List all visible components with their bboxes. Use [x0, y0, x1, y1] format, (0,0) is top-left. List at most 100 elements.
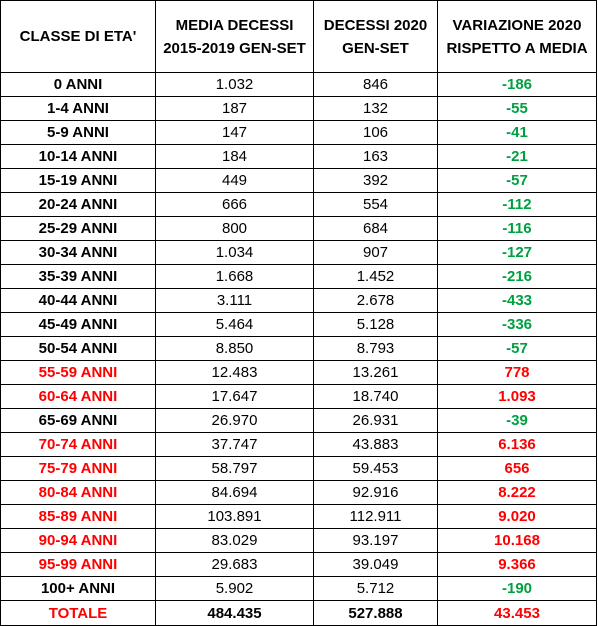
table-row: 75-79 ANNI 58.797 59.453 656 [0, 456, 597, 481]
age-class-cell: 0 ANNI [0, 72, 156, 97]
average-deaths-cell: 58.797 [155, 456, 314, 481]
table-row: 1-4 ANNI 187 132 -55 [0, 96, 597, 121]
deaths-2020-cell: 846 [313, 72, 438, 97]
variation-cell: -39 [437, 408, 597, 433]
age-class-cell: 85-89 ANNI [0, 504, 156, 529]
deaths-2020-cell: 5.128 [313, 312, 438, 337]
average-deaths-cell: 1.032 [155, 72, 314, 97]
deaths-2020-cell: 2.678 [313, 288, 438, 313]
average-deaths-cell: 26.970 [155, 408, 314, 433]
average-deaths-cell: 666 [155, 192, 314, 217]
age-class-cell: 55-59 ANNI [0, 360, 156, 385]
average-deaths-cell: 147 [155, 120, 314, 145]
table-row: 50-54 ANNI 8.850 8.793 -57 [0, 336, 597, 361]
variation-cell: -116 [437, 216, 597, 241]
variation-cell: 9.020 [437, 504, 597, 529]
total-row: TOTALE 484.435 527.888 43.453 [0, 600, 597, 626]
average-deaths-cell: 184 [155, 144, 314, 169]
deaths-2020-cell: 112.911 [313, 504, 438, 529]
variation-cell: -336 [437, 312, 597, 337]
average-deaths-cell: 8.850 [155, 336, 314, 361]
variation-cell: 10.168 [437, 528, 597, 553]
total-average: 484.435 [155, 600, 314, 626]
average-deaths-cell: 449 [155, 168, 314, 193]
variation-cell: 656 [437, 456, 597, 481]
variation-cell: -57 [437, 336, 597, 361]
variation-cell: 778 [437, 360, 597, 385]
variation-cell: -41 [437, 120, 597, 145]
deaths-2020-cell: 13.261 [313, 360, 438, 385]
table-row: 40-44 ANNI 3.111 2.678 -433 [0, 288, 597, 313]
variation-cell: -127 [437, 240, 597, 265]
header-average-deaths: MEDIA DECESSI 2015-2019 GEN-SET [155, 0, 314, 73]
deaths-2020-cell: 93.197 [313, 528, 438, 553]
header-row: CLASSE DI ETA' MEDIA DECESSI 2015-2019 G… [0, 0, 597, 73]
deaths-2020-cell: 59.453 [313, 456, 438, 481]
average-deaths-cell: 1.668 [155, 264, 314, 289]
header-age-class: CLASSE DI ETA' [0, 0, 156, 73]
deaths-2020-cell: 5.712 [313, 576, 438, 601]
table-row: 70-74 ANNI 37.747 43.883 6.136 [0, 432, 597, 457]
deaths-2020-cell: 18.740 [313, 384, 438, 409]
average-deaths-cell: 83.029 [155, 528, 314, 553]
age-class-cell: 5-9 ANNI [0, 120, 156, 145]
table-row: 15-19 ANNI 449 392 -57 [0, 168, 597, 193]
header-deaths-2020: DECESSI 2020 GEN-SET [313, 0, 438, 73]
variation-cell: 1.093 [437, 384, 597, 409]
average-deaths-cell: 29.683 [155, 552, 314, 577]
header-variation: VARIAZIONE 2020 RISPETTO A MEDIA [437, 0, 597, 73]
average-deaths-cell: 12.483 [155, 360, 314, 385]
deaths-2020-cell: 26.931 [313, 408, 438, 433]
variation-cell: -186 [437, 72, 597, 97]
age-class-cell: 95-99 ANNI [0, 552, 156, 577]
variation-cell: -216 [437, 264, 597, 289]
table-row: 95-99 ANNI 29.683 39.049 9.366 [0, 552, 597, 577]
average-deaths-cell: 37.747 [155, 432, 314, 457]
table-row: 10-14 ANNI 184 163 -21 [0, 144, 597, 169]
total-2020: 527.888 [313, 600, 438, 626]
table-row: 5-9 ANNI 147 106 -41 [0, 120, 597, 145]
age-class-cell: 30-34 ANNI [0, 240, 156, 265]
average-deaths-cell: 800 [155, 216, 314, 241]
deaths-2020-cell: 163 [313, 144, 438, 169]
variation-cell: 6.136 [437, 432, 597, 457]
age-class-cell: 100+ ANNI [0, 576, 156, 601]
age-class-cell: 1-4 ANNI [0, 96, 156, 121]
variation-cell: -190 [437, 576, 597, 601]
table-row: 100+ ANNI 5.902 5.712 -190 [0, 576, 597, 601]
average-deaths-cell: 187 [155, 96, 314, 121]
age-class-cell: 15-19 ANNI [0, 168, 156, 193]
deaths-2020-cell: 8.793 [313, 336, 438, 361]
deaths-2020-cell: 1.452 [313, 264, 438, 289]
table-row: 35-39 ANNI 1.668 1.452 -216 [0, 264, 597, 289]
table-row: 45-49 ANNI 5.464 5.128 -336 [0, 312, 597, 337]
variation-cell: 9.366 [437, 552, 597, 577]
age-class-cell: 35-39 ANNI [0, 264, 156, 289]
average-deaths-cell: 3.111 [155, 288, 314, 313]
variation-cell: -433 [437, 288, 597, 313]
table-row: 65-69 ANNI 26.970 26.931 -39 [0, 408, 597, 433]
average-deaths-cell: 84.694 [155, 480, 314, 505]
age-class-cell: 60-64 ANNI [0, 384, 156, 409]
deaths-2020-cell: 39.049 [313, 552, 438, 577]
variation-cell: -112 [437, 192, 597, 217]
table-body: 0 ANNI 1.032 846 -186 1-4 ANNI 187 132 -55 5-9 A… [0, 72, 597, 626]
total-variation: 43.453 [437, 600, 597, 626]
table-row: 30-34 ANNI 1.034 907 -127 [0, 240, 597, 265]
table-row: 20-24 ANNI 666 554 -112 [0, 192, 597, 217]
average-deaths-cell: 5.464 [155, 312, 314, 337]
variation-cell: -57 [437, 168, 597, 193]
variation-cell: -55 [437, 96, 597, 121]
age-class-cell: 40-44 ANNI [0, 288, 156, 313]
deaths-2020-cell: 132 [313, 96, 438, 121]
variation-cell: -21 [437, 144, 597, 169]
table-row: 25-29 ANNI 800 684 -116 [0, 216, 597, 241]
table-row: 55-59 ANNI 12.483 13.261 778 [0, 360, 597, 385]
age-class-cell: 65-69 ANNI [0, 408, 156, 433]
deaths-2020-cell: 554 [313, 192, 438, 217]
deaths-2020-cell: 92.916 [313, 480, 438, 505]
deaths-2020-cell: 907 [313, 240, 438, 265]
deaths-2020-cell: 106 [313, 120, 438, 145]
age-class-cell: 25-29 ANNI [0, 216, 156, 241]
table-row: 90-94 ANNI 83.029 93.197 10.168 [0, 528, 597, 553]
